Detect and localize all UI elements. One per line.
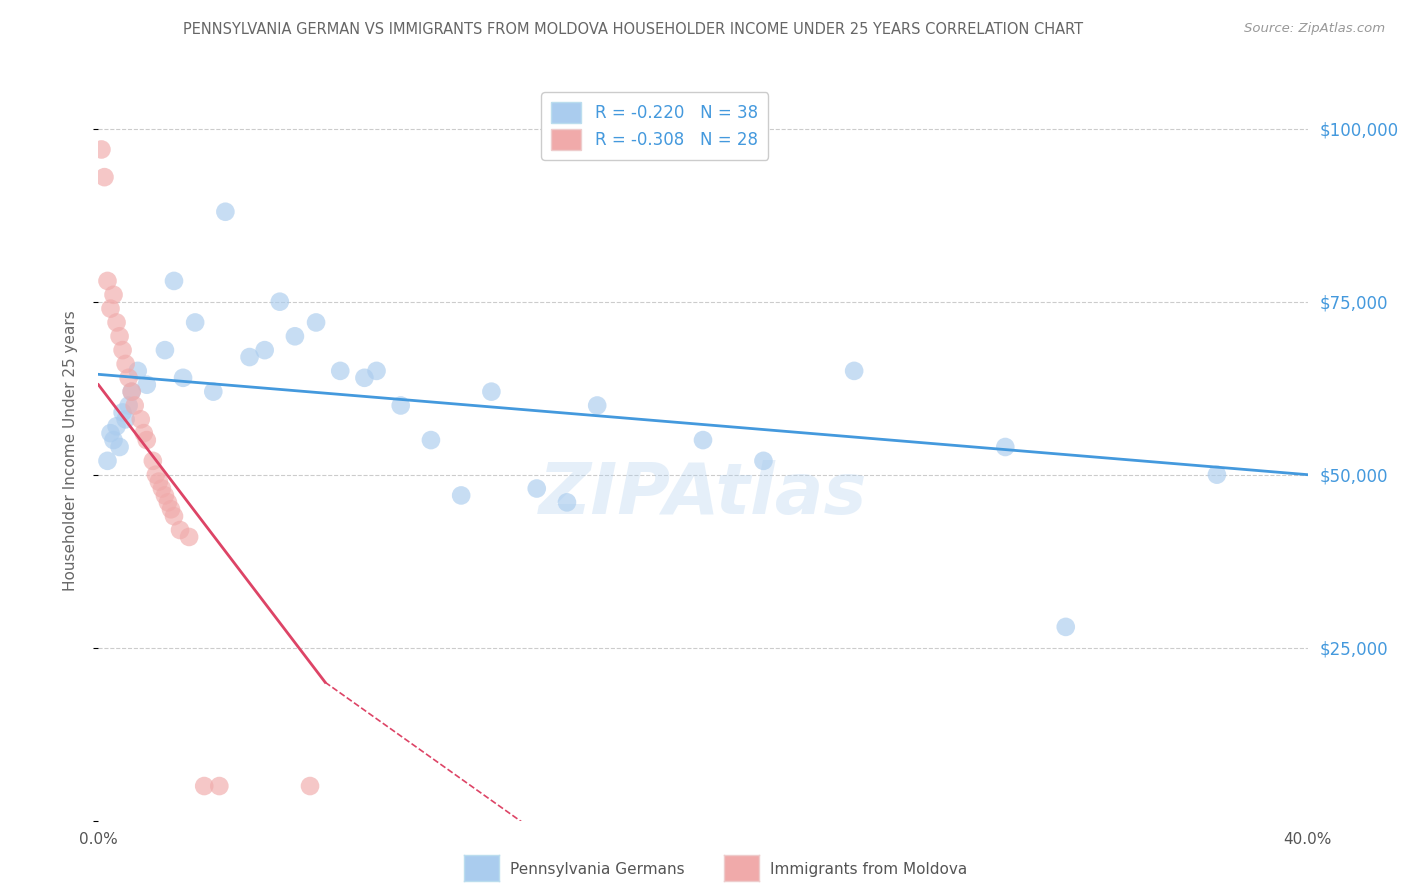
Point [179, 530, 201, 544]
Point [111, 405, 134, 419]
Point [844, 364, 866, 378]
Point [389, 399, 412, 413]
Point [586, 399, 609, 413]
Point [353, 371, 375, 385]
Point [214, 204, 236, 219]
Point [127, 364, 149, 378]
Point [1206, 467, 1229, 482]
Point [105, 419, 128, 434]
Point [450, 488, 472, 502]
Point [129, 412, 152, 426]
Point [108, 329, 131, 343]
Point [121, 384, 143, 399]
Point [96, 274, 118, 288]
Point [420, 433, 443, 447]
Point [172, 371, 194, 385]
Point [526, 482, 548, 496]
Point [184, 315, 207, 329]
Point [93, 170, 115, 185]
Point [90, 143, 112, 157]
Point [193, 779, 215, 793]
Point [299, 779, 322, 793]
Point [253, 343, 276, 358]
Point [132, 426, 155, 441]
Point [135, 377, 157, 392]
Text: ZIPAtlas: ZIPAtlas [538, 460, 868, 529]
Point [239, 350, 262, 364]
Point [142, 454, 165, 468]
Point [481, 384, 503, 399]
Point [103, 287, 125, 301]
Text: Immigrants from Moldova: Immigrants from Moldova [770, 863, 967, 877]
Point [145, 467, 167, 482]
Point [153, 488, 176, 502]
Legend: R = -0.220   N = 38, R = -0.308   N = 28: R = -0.220 N = 38, R = -0.308 N = 28 [541, 92, 768, 160]
Point [105, 315, 128, 329]
Point [148, 475, 170, 489]
Point [111, 343, 134, 358]
Point [1054, 620, 1077, 634]
Point [156, 495, 179, 509]
Point [124, 399, 146, 413]
Point [752, 454, 775, 468]
Point [163, 509, 186, 524]
Point [100, 301, 122, 316]
Point [153, 343, 176, 358]
Point [150, 482, 173, 496]
Point [114, 357, 136, 371]
Point [135, 433, 157, 447]
Point [555, 495, 578, 509]
Point [118, 371, 141, 385]
Point [202, 384, 225, 399]
Point [163, 274, 186, 288]
Point [305, 315, 328, 329]
Point [692, 433, 714, 447]
Point [103, 433, 125, 447]
Text: PENNSYLVANIA GERMAN VS IMMIGRANTS FROM MOLDOVA HOUSEHOLDER INCOME UNDER 25 YEARS: PENNSYLVANIA GERMAN VS IMMIGRANTS FROM M… [183, 22, 1083, 37]
Point [114, 412, 136, 426]
Y-axis label: Householder Income Under 25 years: Householder Income Under 25 years [63, 310, 77, 591]
Point [366, 364, 388, 378]
Point [160, 502, 183, 516]
Point [108, 440, 131, 454]
Point [121, 384, 143, 399]
Point [994, 440, 1017, 454]
Point [269, 294, 291, 309]
Point [118, 399, 141, 413]
Point [96, 454, 118, 468]
Point [169, 523, 191, 537]
Point [284, 329, 307, 343]
Text: Source: ZipAtlas.com: Source: ZipAtlas.com [1244, 22, 1385, 36]
Point [100, 426, 122, 441]
Point [329, 364, 352, 378]
Text: Pennsylvania Germans: Pennsylvania Germans [510, 863, 685, 877]
Point [208, 779, 231, 793]
